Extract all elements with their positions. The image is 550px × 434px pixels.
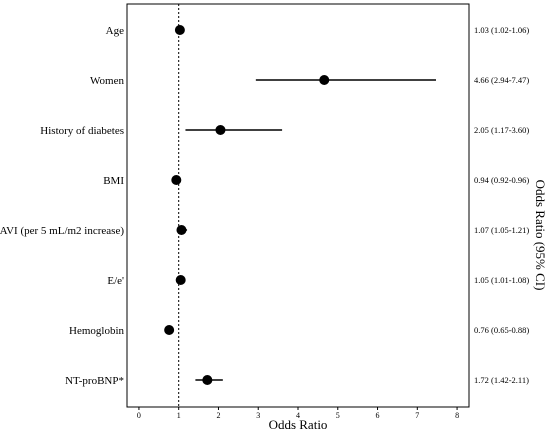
right-axis-label: Odds Ratio (95% CI) [533, 180, 548, 291]
row-label: BMI [103, 175, 124, 187]
x-tick-label: 5 [336, 411, 340, 420]
odds-ratio-point [176, 225, 187, 235]
ci-value-label: 4.66 (2.94-7.47) [474, 75, 529, 85]
x-tick-label: 0 [137, 411, 141, 420]
row-label: Age [106, 25, 124, 37]
odds-ratio-point [174, 25, 185, 35]
row-label: History of diabetes [40, 125, 124, 137]
ci-value-label: 1.07 (1.05-1.21) [474, 225, 529, 235]
odds-ratio-point [215, 125, 226, 135]
ci-value-label: 0.76 (0.65-0.88) [474, 325, 529, 335]
row-label: E/e' [107, 275, 124, 287]
x-tick-label: 2 [216, 411, 220, 420]
ci-value-label: 1.05 (1.01-1.08) [474, 275, 529, 285]
x-tick-label: 3 [256, 411, 260, 420]
x-tick-label: 6 [376, 411, 380, 420]
x-tick-label: 4 [296, 411, 300, 420]
x-tick-label: 8 [455, 411, 459, 420]
x-tick-label: 1 [177, 411, 181, 420]
ci-value-label: 1.72 (1.42-2.11) [474, 375, 529, 385]
odds-ratio-point [164, 325, 175, 335]
ci-value-label: 0.94 (0.92-0.96) [474, 175, 529, 185]
row-label: Hemoglobin [69, 325, 124, 337]
odds-ratio-point [175, 275, 186, 285]
odds-ratio-point [202, 375, 213, 385]
row-label: LAVI (per 5 mL/m2 increase) [0, 225, 124, 237]
row-label: NT-proBNP* [65, 375, 124, 387]
ci-value-label: 2.05 (1.17-3.60) [474, 125, 529, 135]
ci-value-label: 1.03 (1.02-1.06) [474, 25, 529, 35]
odds-ratio-point [319, 75, 330, 85]
x-axis-label: Odds Ratio [269, 417, 328, 432]
row-label: Women [90, 75, 124, 87]
odds-ratio-point [171, 175, 182, 185]
x-tick-label: 7 [415, 411, 419, 420]
